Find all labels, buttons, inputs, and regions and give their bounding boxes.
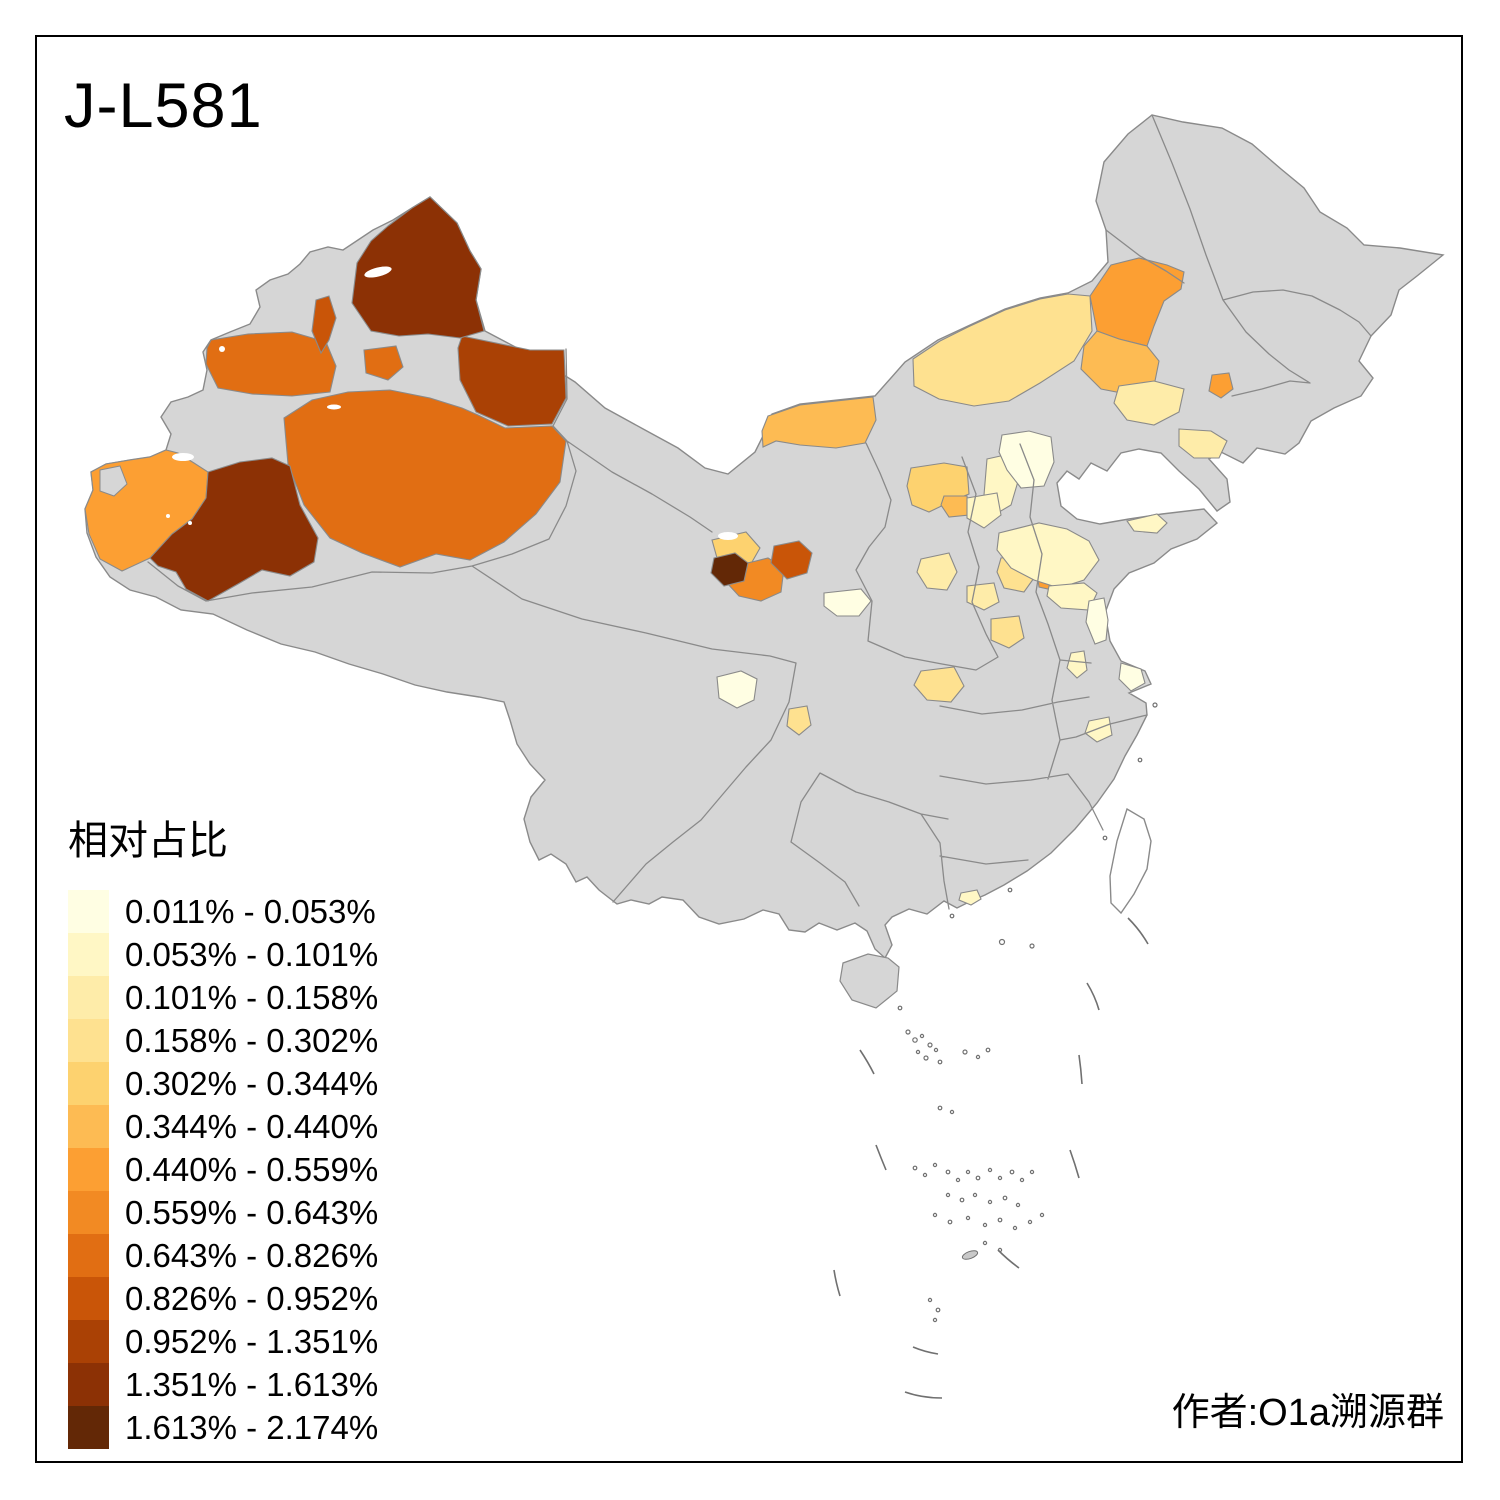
- legend-label: 0.643% - 0.826%: [125, 1236, 379, 1274]
- region-bayingolin-aksu: [283, 389, 567, 568]
- legend-items: 0.011% - 0.053% 0.053% - 0.101% 0.101% - 0…: [68, 890, 378, 1449]
- legend-swatch: [68, 1019, 109, 1062]
- legend-row: 0.826% - 0.952%: [68, 1277, 378, 1320]
- region-lvliang: [916, 552, 958, 591]
- legend-swatch: [68, 1105, 109, 1148]
- legend-row: 0.011% - 0.053%: [68, 890, 378, 933]
- south-china-sea-islands: [897, 702, 1158, 1323]
- nine-dash-line: [833, 917, 1149, 1399]
- sayram-lake: [219, 346, 225, 352]
- region-nanyang: [913, 666, 965, 703]
- legend-row: 0.158% - 0.302%: [68, 1019, 378, 1062]
- region-suining: [786, 705, 812, 736]
- region-xining: [710, 552, 749, 587]
- legend-swatch: [68, 1320, 109, 1363]
- legend-label: 0.440% - 0.559%: [125, 1150, 379, 1188]
- legend-swatch: [68, 1406, 109, 1449]
- region-xilingol: [912, 293, 1093, 407]
- prefecture-patches: [84, 196, 1234, 906]
- kashgar-lake: [172, 453, 194, 461]
- legend-row: 0.440% - 0.559%: [68, 1148, 378, 1191]
- legend-label: 0.826% - 0.952%: [125, 1279, 379, 1317]
- legend-row: 1.351% - 1.613%: [68, 1363, 378, 1406]
- region-xinzhou: [966, 492, 1002, 529]
- legend-row: 0.053% - 0.101%: [68, 933, 378, 976]
- region-changji: [457, 335, 567, 427]
- lakes: [166, 266, 738, 540]
- region-zhengzhou: [990, 615, 1025, 649]
- region-ili: [205, 331, 337, 397]
- legend-label: 1.351% - 1.613%: [125, 1365, 379, 1403]
- bosten-lake: [327, 404, 341, 410]
- legend-label: 0.559% - 0.643%: [125, 1193, 379, 1231]
- region-bengbu: [1066, 650, 1088, 679]
- legend-swatch: [68, 1363, 109, 1406]
- legend-swatch: [68, 933, 109, 976]
- region-fuxin: [1208, 372, 1234, 399]
- legend-label: 0.053% - 0.101%: [125, 935, 379, 973]
- qinghai-lake: [718, 532, 738, 540]
- legend-label: 0.011% - 0.053%: [125, 892, 376, 930]
- hotan-speck-2: [188, 521, 192, 525]
- legend-row: 1.613% - 2.174%: [68, 1406, 378, 1449]
- region-yancheng: [1085, 597, 1109, 645]
- region-jinan-area: [996, 522, 1100, 589]
- attribution-text: 作者:O1a溯源群: [1171, 1392, 1444, 1434]
- legend-swatch: [68, 976, 109, 1019]
- legend-row: 0.101% - 0.158%: [68, 976, 378, 1019]
- legend-row: 0.302% - 0.344%: [68, 1062, 378, 1105]
- region-guangzhou: [958, 889, 982, 906]
- hainan-island: [839, 953, 900, 1009]
- ulungur-lake: [364, 266, 392, 278]
- plot-border: [35, 35, 1463, 1463]
- region-shenyang: [1113, 380, 1185, 426]
- legend-swatch: [68, 890, 109, 933]
- province-borders: [147, 114, 1372, 910]
- region-bayannur: [761, 396, 877, 449]
- legend-label: 0.952% - 1.351%: [125, 1322, 379, 1360]
- region-anhui-south: [1084, 716, 1113, 743]
- legend-row: 0.559% - 0.643%: [68, 1191, 378, 1234]
- legend-label: 1.613% - 2.174%: [125, 1408, 379, 1446]
- legend-swatch: [68, 1234, 109, 1277]
- legend-swatch: [68, 1148, 109, 1191]
- kashgar-grey-enclave: [99, 465, 128, 497]
- legend-row: 0.643% - 0.826%: [68, 1234, 378, 1277]
- legend-title: 相对占比: [68, 819, 228, 863]
- legend-swatch: [68, 1062, 109, 1105]
- region-hotan: [149, 457, 319, 602]
- region-anshan: [1178, 428, 1228, 459]
- region-karamay: [311, 295, 337, 355]
- region-gannan: [823, 588, 872, 617]
- legend-label: 0.101% - 0.158%: [125, 978, 379, 1016]
- legend-row: 0.952% - 1.351%: [68, 1320, 378, 1363]
- legend-label: 0.344% - 0.440%: [125, 1107, 379, 1145]
- map-legend: 相对占比 0.011% - 0.053% 0.053% - 0.101% 0.101…: [68, 808, 378, 1449]
- legend-label: 0.302% - 0.344%: [125, 1064, 379, 1102]
- page-title: J-L581: [64, 71, 263, 141]
- legend-label: 0.158% - 0.302%: [125, 1021, 379, 1059]
- region-hohhot-south: [940, 495, 970, 518]
- taiwan-island: [1109, 807, 1152, 915]
- region-nantong: [1118, 662, 1146, 692]
- region-yantai-tip: [1126, 513, 1168, 534]
- region-shihezi: [363, 345, 404, 381]
- hotan-speck-1: [166, 514, 170, 518]
- legend-row: 0.344% - 0.440%: [68, 1105, 378, 1148]
- legend-swatch: [68, 1277, 109, 1320]
- region-chengdu: [716, 670, 758, 709]
- legend-swatch: [68, 1191, 109, 1234]
- region-linxia: [770, 540, 813, 580]
- region-altay: [351, 196, 485, 339]
